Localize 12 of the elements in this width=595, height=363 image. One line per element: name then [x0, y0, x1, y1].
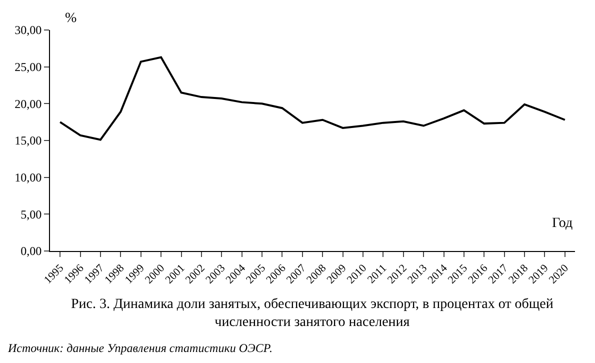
y-tick-label: 5,00 [20, 207, 42, 222]
y-tick-label: 25,00 [14, 60, 42, 74]
y-tick-label: 20,00 [14, 96, 42, 111]
x-axis-title: Год [552, 216, 573, 231]
text: Источник: данные Управления статистики ОЭСР. [7, 341, 272, 355]
text: Рис. 3. Динамика доли занятых, обеспечивающих экспорт, в процентах от общей численности занятого населения [71, 297, 554, 330]
line-series [59, 56, 566, 141]
y-tick-label: 10,00 [14, 170, 42, 185]
y-tick-label: 30,00 [14, 23, 42, 38]
y-axis-title: % [65, 11, 77, 26]
y-tick-label: 15,00 [14, 134, 42, 148]
y-tick-label: 0,00 [20, 244, 42, 258]
